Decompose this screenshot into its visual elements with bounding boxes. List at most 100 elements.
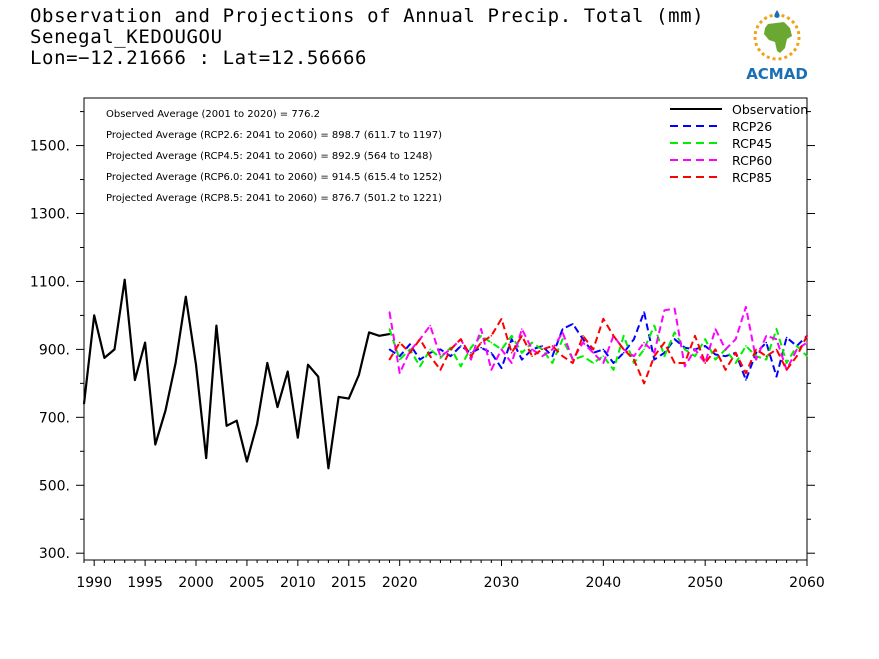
data-point-rcp26 [419,358,421,361]
data-point-rcp85 [449,348,452,351]
data-point-rcp60 [531,348,533,351]
data-point-rcp60 [694,348,696,351]
x-tick-label: 2005 [229,575,265,591]
data-point-rcp26 [602,348,605,351]
data-point-rcp26 [714,353,717,356]
data-point-rcp85 [419,338,421,340]
data-point-rcp85 [684,362,686,364]
data-point-observation [103,357,106,359]
data-point-rcp60 [643,341,645,344]
x-tick-label: 1995 [127,575,163,591]
x-tick-label: 2030 [484,575,520,591]
data-point-rcp60 [806,341,808,344]
data-point-rcp60 [541,355,544,357]
data-point-rcp45 [551,362,554,364]
data-point-observation [347,397,350,400]
data-point-rcp26 [510,338,513,340]
data-point-rcp26 [643,311,645,313]
coordinates: Lon=−12.21666 : Lat=12.56666 [30,47,368,69]
chart-annotations: Observed Average (2001 to 2020) = 776.2 P… [106,109,442,204]
data-point-observation [256,423,258,425]
data-point-rcp45 [429,348,432,351]
data-point-rcp45 [796,345,798,347]
data-point-rcp45 [734,362,737,364]
data-point-rcp26 [429,351,432,354]
data-point-rcp45 [612,368,615,371]
data-point-rcp85 [551,345,554,347]
data-point-observation [307,363,309,366]
data-point-rcp45 [398,358,401,361]
data-point-rcp85 [694,334,696,337]
data-point-rcp45 [704,338,706,340]
data-point-rcp60 [551,348,554,351]
data-point-rcp60 [429,324,432,327]
data-point-rcp85 [714,348,717,351]
data-point-rcp85 [480,341,482,344]
data-point-rcp26 [633,338,635,340]
series-line-rcp26 [388,311,808,381]
data-point-rcp85 [470,355,472,357]
data-point-rcp85 [724,368,727,371]
data-point-observation [317,375,320,378]
data-point-rcp60 [633,355,635,357]
data-point-rcp45 [684,348,686,351]
data-point-rcp45 [673,331,676,334]
x-tick-label: 2060 [789,575,825,591]
data-point-rcp60 [500,348,503,351]
logo-text: ACMAD [746,65,808,83]
x-tick-label: 2015 [331,575,367,591]
data-point-observation [154,443,157,446]
x-tick-label: 1990 [76,575,112,591]
data-point-rcp60 [490,368,493,371]
data-point-rcp85 [663,341,666,344]
data-point-rcp85 [745,372,747,374]
stat-annotation: Projected Average (RCP2.6: 2041 to 2060)… [106,130,442,141]
data-point-rcp26 [571,323,574,325]
data-point-rcp85 [765,355,768,357]
x-tick-label: 2040 [586,575,622,591]
data-point-rcp26 [622,351,625,354]
data-point-rcp26 [388,348,391,351]
legend-label-rcp85: RCP85 [732,170,772,185]
data-point-rcp85 [409,351,411,354]
title-block: Observation and Projections of Annual Pr… [30,6,704,69]
data-point-rcp60 [724,348,727,351]
data-point-rcp45 [785,362,788,364]
stat-annotation: Projected Average (RCP6.0: 2041 to 2060)… [106,172,442,183]
data-point-rcp85 [510,351,513,354]
data-point-observation [174,362,177,364]
data-point-rcp60 [592,351,594,354]
data-point-rcp26 [612,362,615,364]
data-point-rcp45 [582,355,584,357]
data-point-rcp26 [449,355,452,357]
data-point-rcp85 [439,368,442,371]
stat-annotation: Projected Average (RCP8.5: 2041 to 2060)… [106,193,442,204]
data-point-rcp26 [775,375,778,378]
data-point-observation [164,409,167,412]
data-point-observation [93,314,95,317]
x-tick-label: 2050 [687,575,723,591]
data-point-rcp26 [785,336,788,339]
data-point-rcp26 [439,348,442,351]
data-point-observation [297,436,299,439]
data-point-observation [123,278,126,281]
data-point-rcp60 [439,355,442,357]
data-point-rcp60 [755,358,757,361]
data-point-rcp85 [643,382,645,385]
data-point-observation [337,396,340,398]
data-point-observation [195,363,197,366]
data-point-rcp45 [510,334,513,337]
data-point-rcp85 [429,355,432,357]
data-point-observation [378,334,381,337]
data-point-rcp60 [521,328,523,330]
data-point-rcp85 [592,348,594,351]
data-point-rcp60 [388,311,391,313]
data-point-rcp85 [459,338,462,340]
data-point-rcp45 [663,355,666,357]
data-point-rcp26 [521,358,523,361]
data-point-rcp85 [755,348,757,351]
data-point-rcp85 [388,358,391,361]
data-point-observation [368,331,370,334]
chart-title: Observation and Projections of Annual Pr… [30,5,705,27]
data-point-rcp85 [602,318,605,320]
